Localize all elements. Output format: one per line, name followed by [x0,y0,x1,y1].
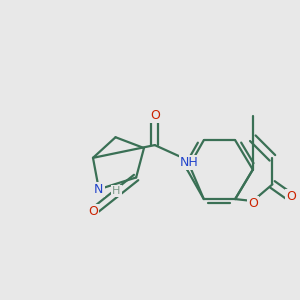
Text: O: O [286,190,296,202]
Text: O: O [150,109,160,122]
Text: O: O [248,196,258,209]
Text: N: N [94,183,104,196]
Text: H: H [112,186,121,196]
Text: O: O [88,205,98,218]
Text: NH: NH [180,156,199,169]
